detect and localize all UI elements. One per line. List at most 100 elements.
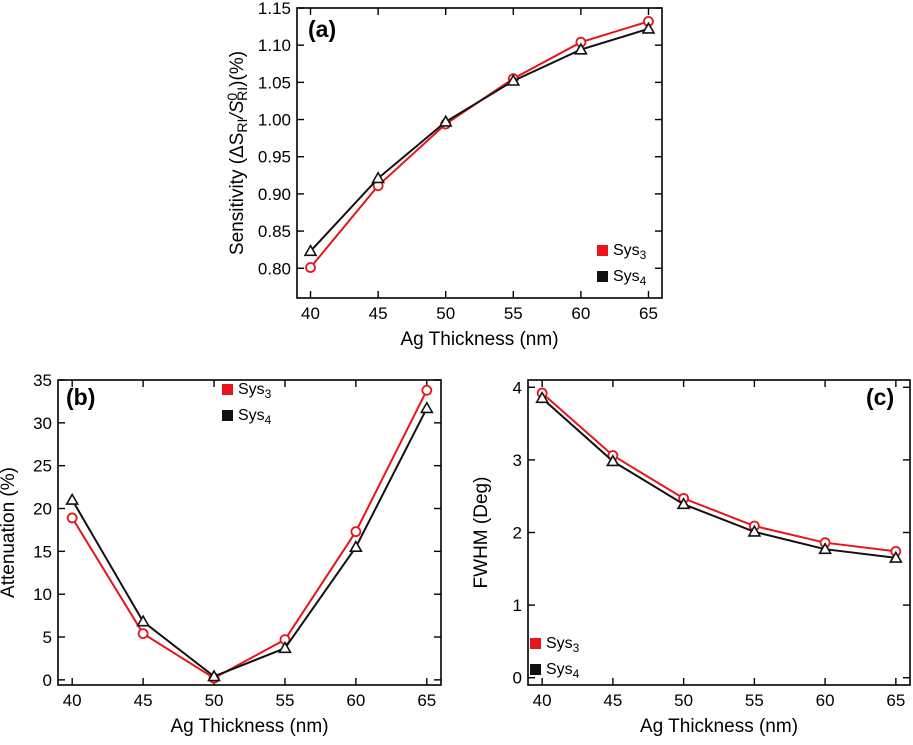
y-tick-label: 35 <box>33 371 52 390</box>
y-tick-label: 20 <box>33 500 52 519</box>
y-axis-title: FWHM (Deg) <box>471 477 492 589</box>
y-tick-label: 1.00 <box>258 111 291 130</box>
plot-frame <box>527 379 911 686</box>
y-tick-label: 1.05 <box>258 73 291 92</box>
data-point <box>606 454 620 467</box>
legend-label: Sys3 <box>238 381 272 401</box>
data-point <box>349 539 363 552</box>
data-point <box>676 497 691 510</box>
y-tick-label: 15 <box>33 542 52 561</box>
legend-swatch <box>530 638 541 649</box>
legend-swatch <box>597 245 608 256</box>
x-tick-label: 50 <box>205 691 224 710</box>
y-tick-label: 1.15 <box>258 0 291 18</box>
x-tick-label: 40 <box>301 304 320 323</box>
x-tick-label: 45 <box>603 691 622 710</box>
legend-label: Sys4 <box>546 661 580 681</box>
data-point <box>421 384 433 396</box>
x-tick-label: 40 <box>533 691 552 710</box>
y-tick-label: 0.95 <box>258 148 291 167</box>
x-tick-label: 55 <box>504 304 523 323</box>
x-tick-label: 60 <box>816 691 835 710</box>
y-tick-label: 2 <box>513 524 522 543</box>
y-tick-label: 10 <box>33 585 52 604</box>
data-point <box>66 512 78 524</box>
plot-frame <box>57 379 442 686</box>
x-tick-label: 55 <box>276 691 295 710</box>
chart-panel-2: 40 45 50 55 60 65 0 5 10 15 20 25 30 35 Ag Thickness (… <box>0 371 442 737</box>
data-point <box>888 550 903 563</box>
y-tick-label: 0 <box>513 669 522 688</box>
y-tick-label: 5 <box>43 628 52 647</box>
legend: Sys3 Sys4 <box>222 381 272 427</box>
legend-label: Sys4 <box>613 268 647 288</box>
plot-frame <box>296 7 663 299</box>
legend-label: Sys3 <box>546 635 580 655</box>
series-line <box>309 27 649 252</box>
legend-swatch <box>530 664 541 675</box>
data-point <box>305 262 316 273</box>
data-point <box>574 42 588 55</box>
y-tick-label: 25 <box>33 457 52 476</box>
x-tick-label: 60 <box>346 691 365 710</box>
series-line <box>71 389 428 680</box>
data-point <box>137 628 149 639</box>
y-axis-title: Attenuation (%) <box>0 467 19 598</box>
x-tick-label: 45 <box>369 304 388 323</box>
series-sys3 <box>66 384 433 684</box>
legend: Sys3 Sys4 <box>597 242 647 288</box>
data-point <box>207 669 221 682</box>
legend-swatch <box>597 271 608 282</box>
x-tick-label: 50 <box>436 304 455 323</box>
legend-label: Sys3 <box>613 242 647 262</box>
chart-panel-1: 40 45 50 55 60 65 0.80 0.85 0.90 0.95 1.00 1.05 1.10… <box>224 0 663 350</box>
y-tick-label: 0 <box>43 671 52 690</box>
data-point <box>438 114 453 127</box>
x-tick-label: 65 <box>886 691 905 710</box>
y-tick-label: 1.10 <box>258 36 291 55</box>
data-point <box>278 641 292 654</box>
series-sys3 <box>305 15 654 273</box>
series-sys4 <box>65 401 434 682</box>
data-point <box>136 614 150 627</box>
data-point <box>350 526 362 538</box>
series-sys4 <box>535 391 903 563</box>
x-tick-label: 40 <box>63 691 82 710</box>
data-point <box>535 391 550 404</box>
x-tick-label: 50 <box>674 691 693 710</box>
data-point <box>506 73 521 86</box>
series-line <box>71 407 428 678</box>
legend-label: Sys4 <box>238 407 272 427</box>
legend: Sys3 Sys4 <box>530 635 580 681</box>
series-sys4 <box>303 21 656 257</box>
y-tick-label: 1 <box>513 596 522 615</box>
series-sys3 <box>536 387 902 557</box>
data-point <box>303 244 318 257</box>
y-tick-label: 4 <box>513 378 522 397</box>
data-point <box>641 21 656 34</box>
data-point <box>419 401 434 414</box>
x-tick-label: 45 <box>134 691 153 710</box>
legend-swatch <box>222 410 233 421</box>
x-tick-label: 65 <box>639 304 658 323</box>
y-tick-label: 3 <box>513 451 522 470</box>
x-tick-label: 60 <box>571 304 590 323</box>
y-tick-label: 0.80 <box>258 259 291 278</box>
series-line <box>309 20 649 269</box>
data-point <box>65 492 80 505</box>
data-point <box>747 524 762 537</box>
x-axis-title: Ag Thickness (nm) <box>170 716 328 737</box>
panel-label: (a) <box>308 16 336 42</box>
data-point <box>818 542 832 555</box>
legend-swatch <box>222 384 233 395</box>
y-tick-label: 0.85 <box>258 222 291 241</box>
panel-label: (c) <box>866 384 894 410</box>
chart-panel-3: 40 45 50 55 60 65 0 1 2 3 4 Ag Thickness (nm) FWHM (… <box>471 378 911 737</box>
y-tick-label: 30 <box>33 414 52 433</box>
data-point <box>371 171 385 184</box>
y-axis-title: Sensitivity (ΔSRI/S0RI)(%) <box>224 51 250 255</box>
x-tick-label: 55 <box>745 691 764 710</box>
series-line <box>541 392 897 553</box>
x-axis-title: Ag Thickness (nm) <box>400 329 558 350</box>
